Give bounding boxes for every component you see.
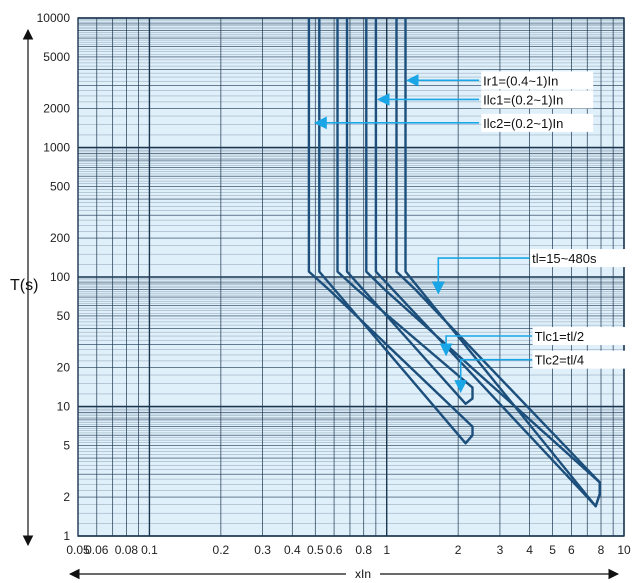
- y-tick-label: 2000: [43, 102, 70, 116]
- y-tick-label: 500: [50, 179, 70, 193]
- annotation-text: Ilc1=(0.2~1)In: [483, 92, 563, 107]
- x-tick-label: 3: [497, 543, 504, 557]
- x-tick-label: 8: [598, 543, 605, 557]
- annotation-text: Tlc2=tl/4: [535, 353, 585, 368]
- annotation-text: Tlc1=tl/2: [535, 329, 585, 344]
- trip-curve-bands: [307, 18, 601, 508]
- x-tick-label: 6: [568, 543, 575, 557]
- annotation-text: Ilc2=(0.2~1)In: [483, 116, 563, 131]
- annotations: Ir1=(0.4~1)In Ilc1=(0.2~1)In Ilc2=(0.2~1)I…: [314, 71, 644, 393]
- trip-band-2: [336, 18, 474, 405]
- y-tick-label: 100: [50, 270, 70, 284]
- x-tick-label: 0.08: [115, 543, 139, 557]
- annotation-arrow: [454, 358, 533, 393]
- y-tick-label: 5: [63, 438, 70, 452]
- annotation-label-bg: [532, 350, 644, 369]
- annotation-arrow: [431, 257, 530, 295]
- x-tick-label: 0.5: [307, 543, 324, 557]
- y-tick-label: 200: [50, 231, 70, 245]
- annotation-arrow: [439, 335, 533, 357]
- y-tick-label: 10: [57, 400, 71, 414]
- y-axis-title: T(s): [10, 277, 38, 294]
- x-tick-label: 0.1: [141, 543, 158, 557]
- x-tick-label: 0.8: [355, 543, 372, 557]
- x-tick-label: 0.4: [284, 543, 301, 557]
- y-tick-label: 50: [57, 309, 71, 323]
- trip-band-1: [307, 18, 474, 445]
- x-tick-label: 0.06: [85, 543, 109, 557]
- x-tick-label: 0.3: [254, 543, 271, 557]
- y-tick-label: 1000: [43, 141, 70, 155]
- y-tick-label: 20: [57, 361, 71, 375]
- y-tick-labels: 1 2 5 10 20 50 100 200 500 1000 2000 5000 10000: [37, 11, 71, 543]
- x-tick-label: 10: [617, 543, 631, 557]
- x-tick-labels: 0.050.06 0.08 0.1 0.2 0.3 0.4 0.5 0.6 0.8 1 2 3 4 5 6 8…: [66, 543, 631, 557]
- annotation-label-bg: [530, 249, 643, 268]
- y-tick-label: 2: [63, 490, 70, 504]
- annotation-label-bg: [481, 113, 594, 132]
- x-tick-label: 1: [383, 543, 390, 557]
- annotation-label-bg: [532, 327, 644, 346]
- annotation-label-bg: [481, 71, 594, 90]
- y-tick-label: 1: [63, 529, 70, 543]
- y-tick-label: 10000: [37, 11, 71, 25]
- annotation-text: Ir1=(0.4~1)In: [483, 73, 558, 88]
- x-tick-label: 0.2: [213, 543, 230, 557]
- x-tick-label: 2: [455, 543, 462, 557]
- x-tick-label: 4: [526, 543, 533, 557]
- x-axis-title: xIn: [355, 567, 371, 581]
- x-tick-label: 0.6: [326, 543, 343, 557]
- annotation-text: tl=15~480s: [532, 251, 597, 266]
- annotation-label-bg: [481, 90, 594, 109]
- x-tick-label: 5: [549, 543, 556, 557]
- trip-band-4: [395, 18, 601, 508]
- plot-frame: [77, 17, 625, 537]
- x-tick-label: 0.05: [66, 543, 90, 557]
- y-tick-label: 5000: [43, 50, 70, 64]
- x-axis-arrow: [68, 566, 620, 582]
